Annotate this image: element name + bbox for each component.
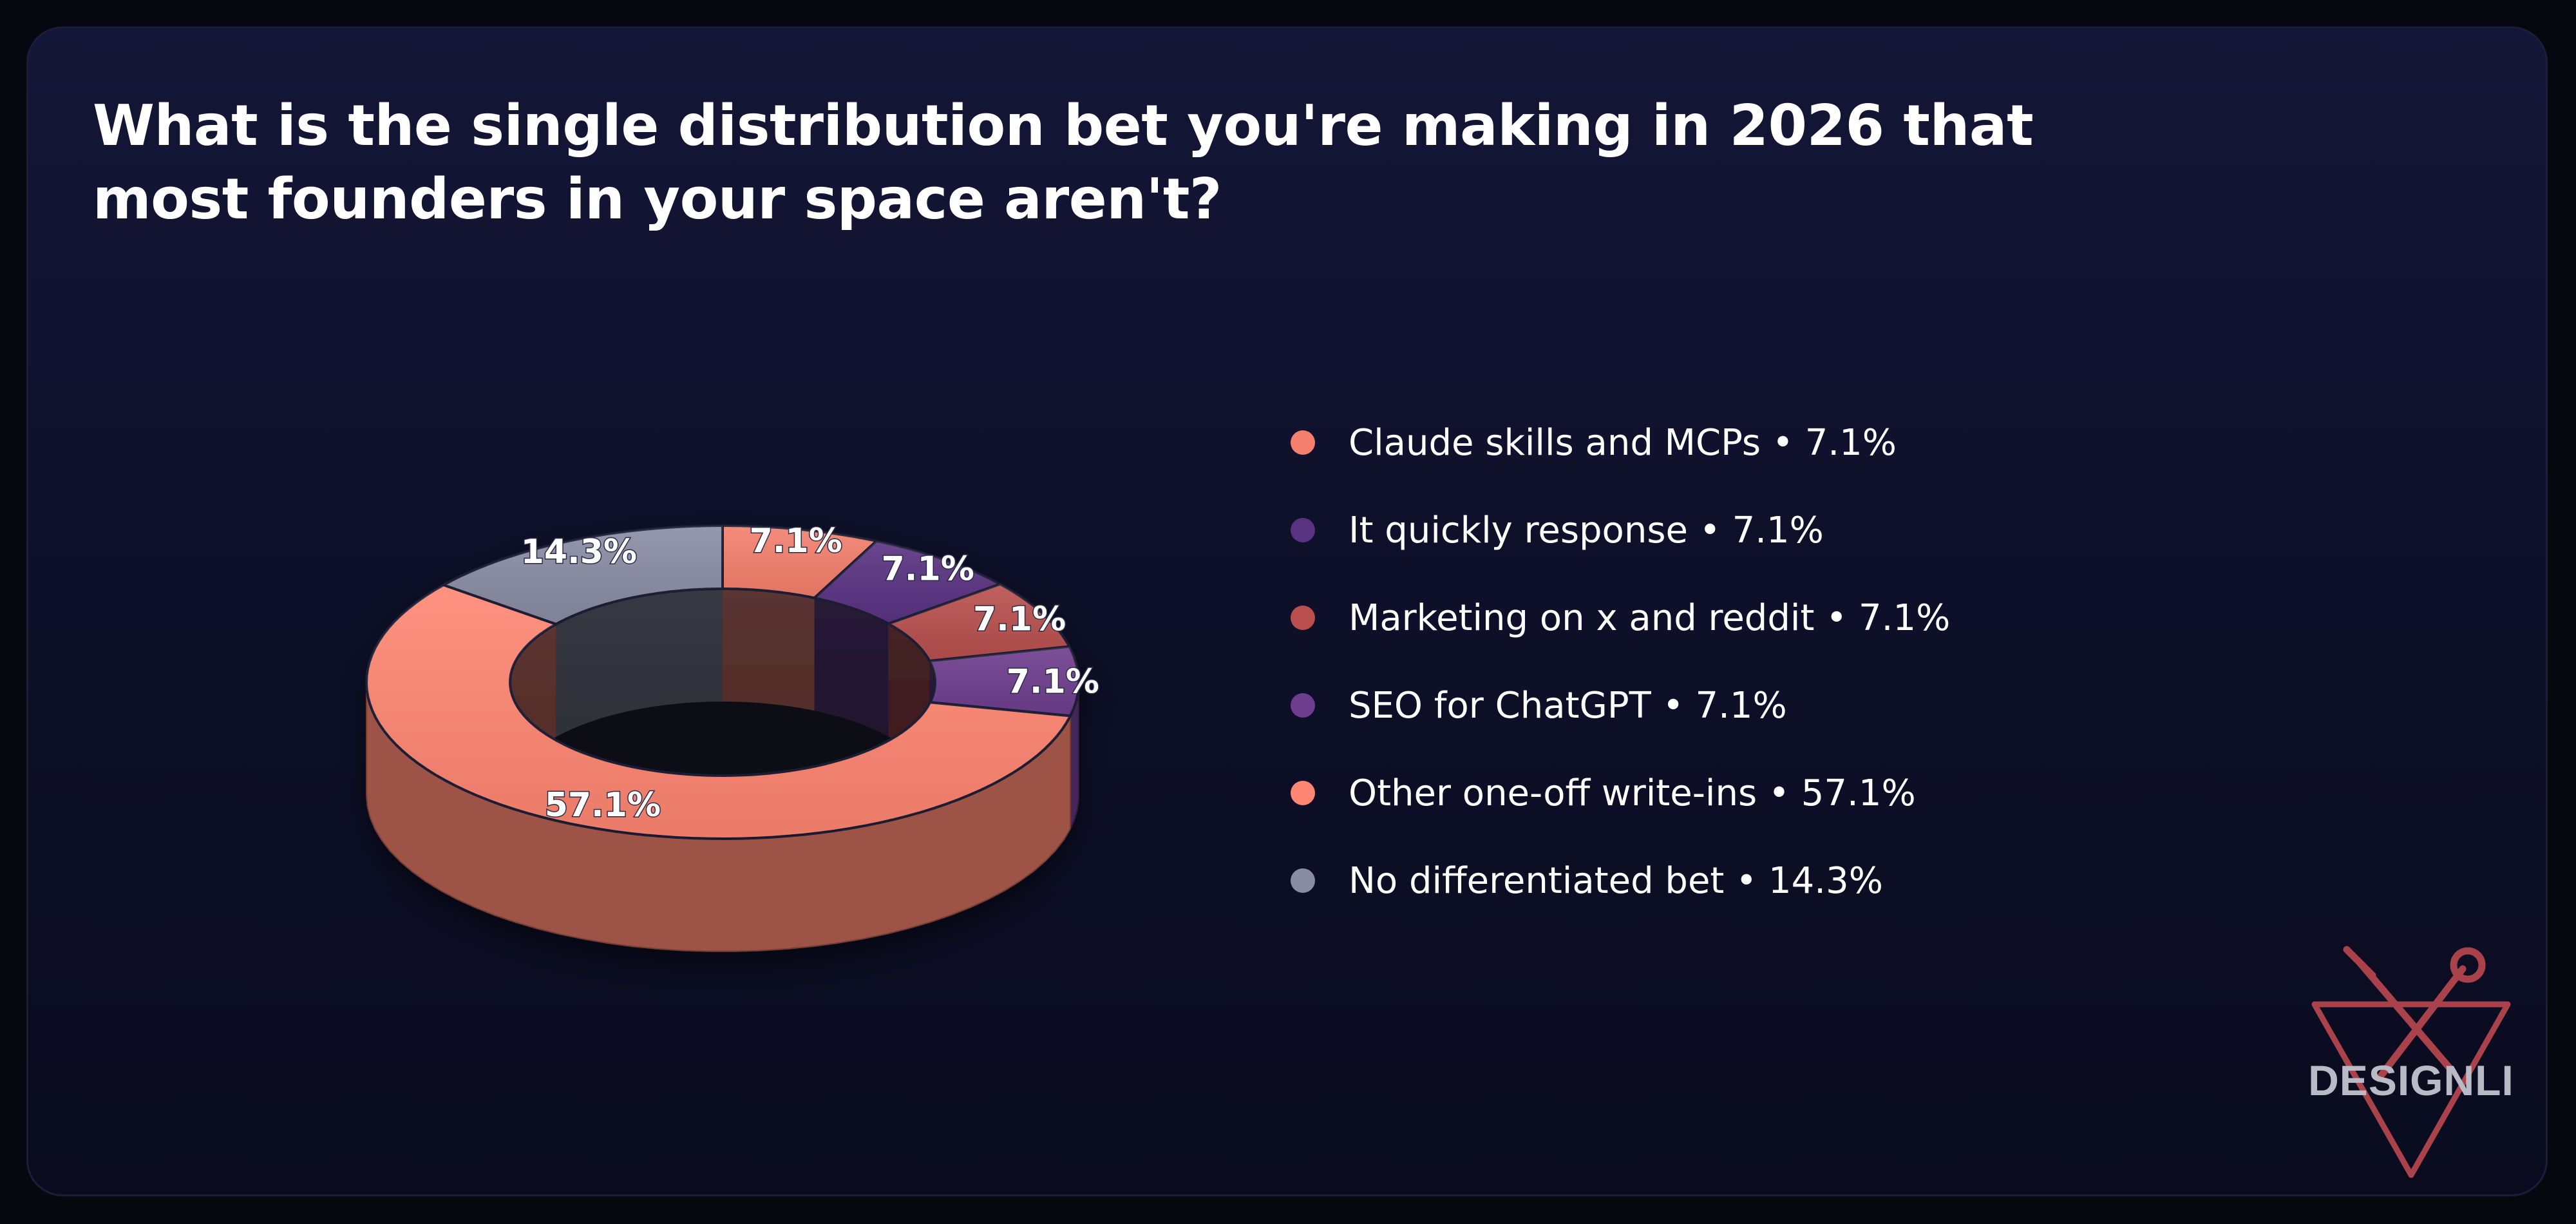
legend-label: Claude skills and MCPs • 7.1%: [1349, 421, 1897, 464]
legend-swatch: [1291, 781, 1315, 805]
slice-data-label: 7.1%: [750, 522, 842, 560]
slice-data-label: 7.1%: [882, 550, 974, 588]
donut-inner-wall: [723, 589, 815, 711]
legend-label: No differentiated bet • 14.3%: [1349, 859, 1883, 902]
legend-item: Marketing on x and reddit • 7.1%: [1291, 574, 1950, 662]
legend-label: Marketing on x and reddit • 7.1%: [1349, 597, 1951, 639]
legend-item: It quickly response • 7.1%: [1291, 486, 1950, 574]
legend-swatch: [1291, 430, 1315, 455]
legend-item: SEO for ChatGPT • 7.1%: [1291, 662, 1950, 749]
chart-card: What is the single distribution bet you'…: [26, 26, 2548, 1196]
legend-swatch: [1291, 606, 1315, 630]
chart-title: What is the single distribution bet you'…: [93, 93, 2034, 232]
legend-swatch: [1291, 868, 1315, 893]
legend-item: Other one-off write-ins • 57.1%: [1291, 749, 1950, 837]
legend-item: Claude skills and MCPs • 7.1%: [1291, 399, 1950, 486]
brand-logo: DESIGNLI: [2302, 943, 2546, 1188]
slice-data-label: 7.1%: [1007, 663, 1099, 702]
legend-swatch: [1291, 518, 1315, 542]
slice-data-label: 57.1%: [545, 786, 661, 825]
legend-label: SEO for ChatGPT • 7.1%: [1349, 684, 1787, 727]
donut-slice-shading: [366, 585, 1070, 839]
donut-inner-wall: [556, 589, 723, 737]
donut-slice-shading: [888, 584, 1070, 661]
donut-inner-wall: [814, 598, 889, 737]
donut-slice-shading: [814, 540, 1001, 624]
tools-triangle-icon: [2311, 946, 2511, 1178]
legend-item: No differentiated bet • 14.3%: [1291, 837, 1950, 924]
chart-legend: Claude skills and MCPs • 7.1% It quickly…: [1291, 399, 1950, 924]
donut-slice-shading: [929, 646, 1079, 716]
legend-label: It quickly response • 7.1%: [1349, 509, 1824, 551]
donut-slice-shading: [723, 526, 876, 598]
legend-swatch: [1291, 693, 1315, 718]
donut-slice-shading: [443, 526, 723, 624]
slice-data-label: 14.3%: [521, 533, 637, 571]
slice-data-label: 7.1%: [973, 600, 1066, 638]
donut-chart: 7.1% 7.1% 7.1% 7.1% 57.1% 14.3%: [365, 521, 1100, 952]
brand-name: DESIGNLI: [2308, 1057, 2514, 1104]
legend-label: Other one-off write-ins • 57.1%: [1349, 772, 1916, 814]
